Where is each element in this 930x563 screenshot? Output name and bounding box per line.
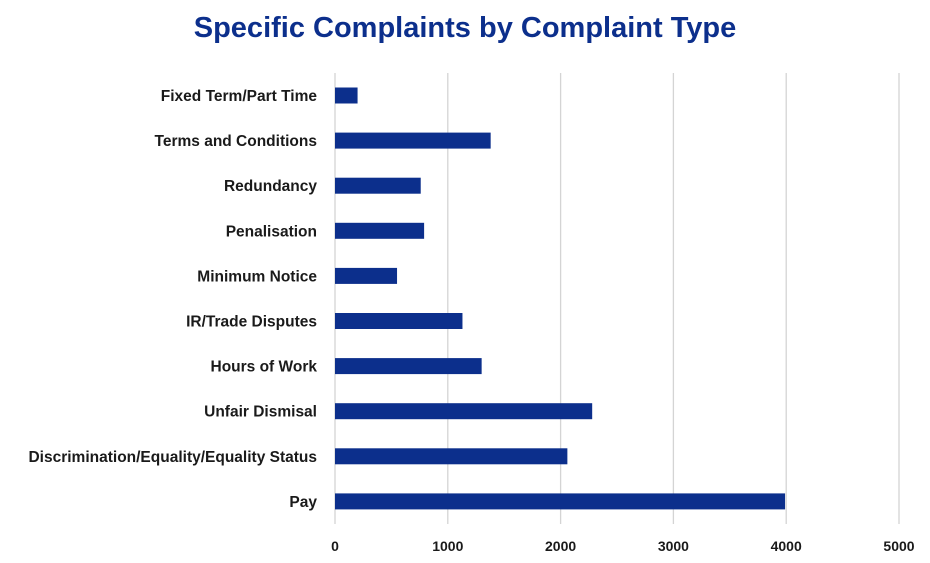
category-label: Terms and Conditions (155, 133, 317, 150)
bar (335, 222, 425, 239)
chart-title: Specific Complaints by Complaint Type (193, 12, 737, 44)
bars (335, 87, 786, 510)
bar (335, 267, 398, 284)
x-tick-label: 1000 (432, 538, 463, 554)
x-tick-label: 3000 (658, 538, 689, 554)
x-tick-label: 4000 (771, 538, 802, 554)
bar (335, 403, 593, 420)
bar (335, 493, 786, 510)
category-label: Hours of Work (211, 359, 318, 376)
category-label: Pay (289, 494, 317, 511)
category-label: Discrimination/Equality/Equality Status (28, 449, 317, 466)
category-label: Unfair Dismisal (204, 404, 317, 421)
category-label: Penalisation (226, 223, 317, 240)
bar (335, 358, 482, 375)
bar (335, 87, 358, 104)
category-label: Fixed Term/Part Time (161, 88, 318, 105)
bar (335, 448, 568, 465)
bar (335, 313, 463, 329)
category-label: Redundancy (224, 178, 317, 195)
bar (335, 177, 421, 194)
x-tick-label: 0 (331, 538, 339, 554)
bar (335, 132, 491, 149)
x-tick-label: 5000 (883, 538, 914, 554)
category-label: Minimum Notice (197, 268, 317, 285)
category-label: IR/Trade Disputes (186, 314, 317, 331)
category-labels: Fixed Term/Part Time Terms and Conditions… (28, 88, 317, 511)
x-tick-labels: 0 1000 2000 3000 4000 5000 (331, 538, 915, 554)
x-tick-label: 2000 (545, 538, 576, 554)
